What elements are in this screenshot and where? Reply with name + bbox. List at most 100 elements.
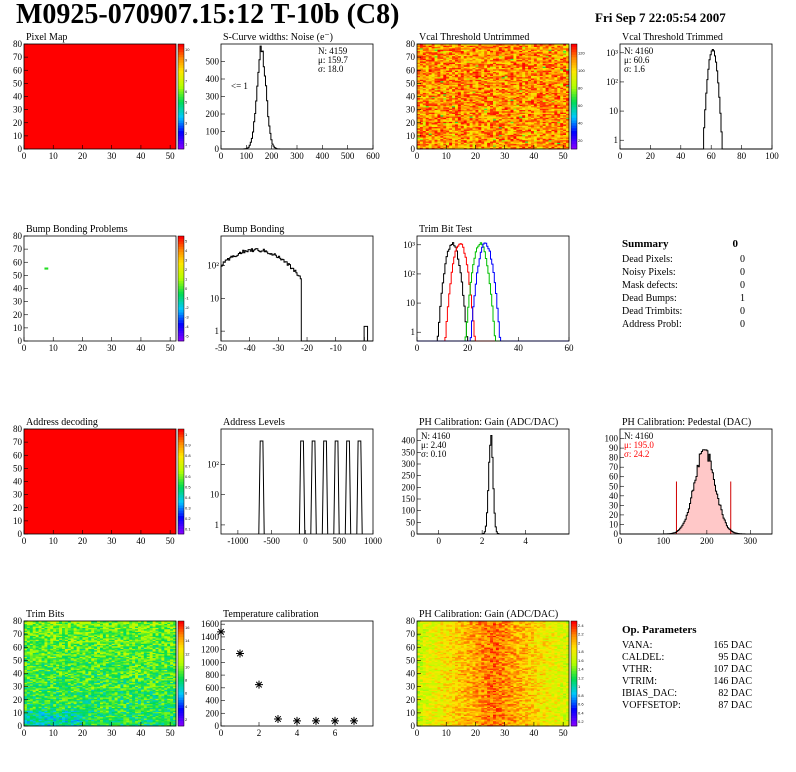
heatmap-cell — [487, 66, 491, 69]
heatmap-cell — [478, 72, 482, 75]
heatmap-cell — [519, 128, 523, 130]
heatmap-cell — [481, 100, 485, 103]
heatmap-cell — [431, 67, 435, 70]
heatmap-cell — [501, 103, 506, 105]
heatmap-cell — [513, 51, 517, 54]
heatmap-cell — [455, 124, 459, 126]
heatmap-cell — [425, 55, 430, 58]
heatmap-cell — [542, 86, 547, 88]
heatmap-cell — [446, 51, 450, 54]
palette-cell — [571, 128, 577, 131]
heatmap-cell — [434, 105, 438, 108]
heatmap-cell — [431, 93, 435, 96]
heatmap-cell — [434, 139, 438, 142]
heatmap-cell — [528, 63, 532, 66]
heatmap-cell — [531, 51, 535, 54]
heatmap-cell — [504, 116, 509, 118]
heatmap-cell — [493, 126, 497, 129]
heatmap-cell — [493, 137, 497, 139]
heatmap-cell — [533, 139, 538, 142]
heatmap-cell — [472, 74, 476, 76]
heatmap-cell — [466, 141, 471, 143]
heatmap-cell — [516, 108, 520, 111]
heatmap-cell — [493, 109, 497, 112]
heatmap-cell — [475, 95, 479, 97]
heatmap-cell — [490, 141, 494, 143]
heatmap-cell — [519, 68, 523, 71]
heatmap-cell — [528, 114, 532, 117]
y-tick-label: 0 — [18, 336, 23, 346]
heatmap-cell — [434, 100, 438, 103]
heatmap-cell — [437, 145, 441, 147]
y-tick-label: 70 — [406, 52, 416, 62]
heatmap-cell — [528, 100, 532, 103]
heatmap-cell — [525, 126, 529, 129]
heatmap-cell — [522, 68, 526, 71]
heatmap-cell — [422, 50, 427, 53]
heatmap-cell — [513, 125, 517, 128]
heatmap-cell — [519, 63, 523, 66]
heatmap-cell — [484, 89, 488, 92]
heatmap-cell — [548, 130, 552, 133]
heatmap-cell — [417, 88, 421, 91]
heatmap-cell — [504, 44, 509, 46]
heatmap-cell — [440, 68, 444, 71]
heatmap-cell — [455, 89, 459, 92]
heatmap-cell — [425, 116, 430, 118]
heatmap-cell — [495, 86, 500, 88]
heatmap-cell — [481, 113, 485, 116]
palette-cell — [571, 75, 577, 79]
heatmap-cell — [510, 146, 514, 149]
heatmap-cell — [449, 86, 453, 88]
heatmap-cell — [495, 93, 500, 96]
heatmap-cell — [472, 61, 476, 63]
heatmap-cell — [536, 51, 541, 54]
heatmap-cell — [525, 87, 529, 90]
heatmap-cell — [440, 63, 444, 66]
heatmap-cell — [419, 137, 424, 139]
heatmap-cell — [419, 70, 424, 72]
x-tick-label: 50 — [166, 151, 176, 161]
heatmap-cell — [449, 49, 453, 51]
heatmap-cell — [440, 122, 444, 125]
heatmap-cell — [428, 55, 433, 58]
heatmap-cell — [463, 128, 468, 130]
heatmap-cell — [484, 96, 488, 99]
heatmap-cell — [513, 114, 517, 117]
heatmap-cell — [548, 93, 552, 96]
heatmap-cell — [455, 84, 459, 87]
heatmap-cell — [513, 67, 517, 70]
heatmap-cell — [539, 138, 544, 141]
heatmap-cell — [513, 141, 517, 143]
heatmap-cell — [466, 122, 471, 125]
heatmap-cell — [437, 57, 441, 59]
heatmap-cell — [452, 95, 456, 97]
heatmap-cell — [417, 67, 421, 70]
heatmap-cell — [434, 137, 438, 139]
heatmap-cell — [498, 72, 503, 75]
heatmap-cell — [463, 57, 468, 59]
heatmap-cell — [516, 114, 520, 117]
heatmap-cell — [533, 49, 538, 51]
heatmap-cell — [472, 124, 476, 126]
palette-cell — [178, 465, 184, 469]
heatmap-cell — [493, 54, 497, 57]
heatmap-cell — [495, 89, 500, 92]
heatmap-cell — [440, 100, 444, 103]
heatmap-cell — [455, 91, 459, 93]
heatmap-cell — [440, 74, 444, 76]
heatmap-cell — [539, 145, 544, 147]
heatmap-cell — [501, 131, 506, 134]
heatmap-cell — [440, 50, 444, 53]
heatmap-cell — [440, 58, 444, 61]
heatmap-cell — [536, 53, 541, 55]
heatmap-cell — [545, 133, 549, 135]
heatmap-cell — [434, 130, 438, 133]
heatmap-cell — [490, 129, 494, 132]
heatmap-cell — [542, 46, 547, 49]
palette-cell — [178, 447, 184, 451]
heatmap-cell — [428, 147, 433, 150]
heatmap-cell — [428, 74, 433, 76]
heatmap-cell — [516, 65, 520, 67]
